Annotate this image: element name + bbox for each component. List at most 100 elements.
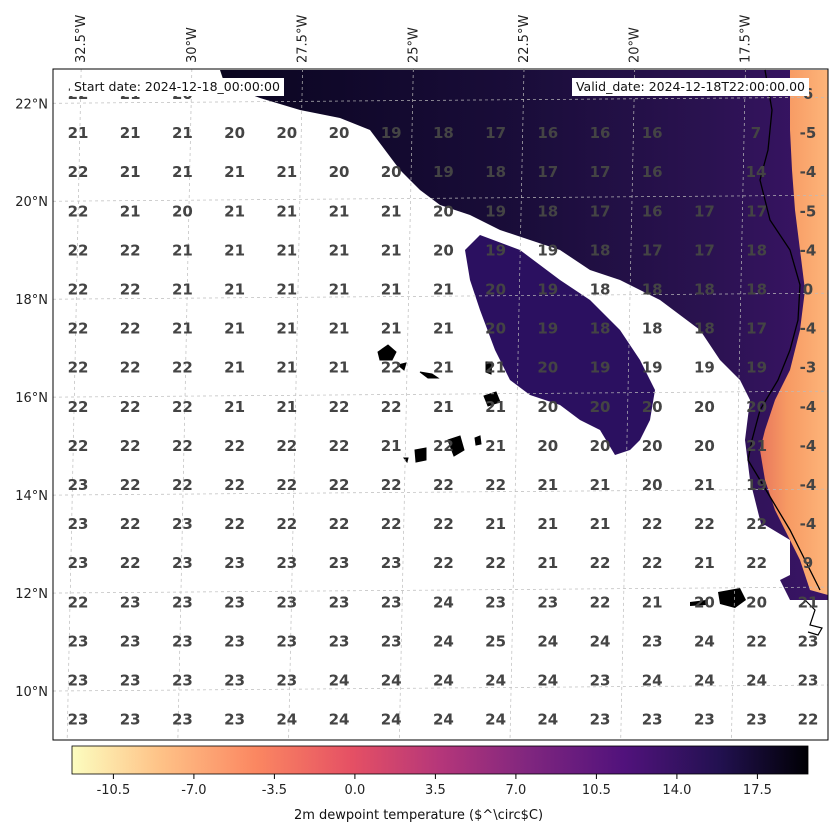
- grid-value: 22: [224, 437, 245, 455]
- grid-value: 18: [746, 281, 767, 299]
- latitude-label: 14°N: [15, 489, 48, 504]
- grid-value: 21: [329, 281, 350, 299]
- grid-value: 21: [485, 359, 506, 377]
- value-grid: 22212062121212020201918171616167-5222121…: [68, 85, 819, 729]
- grid-value: 20: [746, 398, 767, 416]
- graticule-meridian: [509, 69, 525, 740]
- grid-value: 23: [798, 672, 819, 690]
- grid-value: 19: [537, 281, 558, 299]
- grid-value: 18: [642, 320, 663, 338]
- grid-value: 20: [276, 124, 297, 142]
- grid-value: 20: [642, 437, 663, 455]
- longitude-label: 22.5°W: [517, 15, 532, 63]
- grid-value: 22: [172, 398, 193, 416]
- dewpoint-field-mid: [465, 235, 655, 455]
- grid-value: 19: [537, 241, 558, 259]
- grid-value: 22: [642, 515, 663, 533]
- grid-value: 22: [642, 554, 663, 572]
- grid-value: 24: [694, 632, 715, 650]
- island-sao-vicente: [396, 362, 407, 371]
- grid-value: 23: [120, 593, 141, 611]
- grid-value: 20: [642, 398, 663, 416]
- grid-value: 23: [642, 711, 663, 729]
- grid-value: 21: [798, 593, 819, 611]
- grid-value: 22: [172, 437, 193, 455]
- grid-value: 20: [642, 476, 663, 494]
- grid-value: 21: [590, 515, 611, 533]
- grid-value: 22: [120, 241, 141, 259]
- longitude-label: 32.5°W: [74, 15, 89, 63]
- grid-value: 24: [590, 632, 611, 650]
- grid-value: -4: [800, 476, 817, 494]
- grid-value: 18: [694, 281, 715, 299]
- grid-value: 21: [485, 515, 506, 533]
- grid-value: 21: [120, 124, 141, 142]
- colorbar-label: 2m dewpoint temperature ($^\circ$C): [293, 808, 544, 823]
- grid-value: 21: [746, 437, 767, 455]
- grid-value: 21: [68, 124, 89, 142]
- grid-value: 24: [381, 711, 402, 729]
- grid-value: 23: [68, 554, 89, 572]
- island-sal: [485, 361, 493, 375]
- grid-value: 22: [120, 515, 141, 533]
- grid-value: 23: [329, 632, 350, 650]
- grid-value: 21: [694, 554, 715, 572]
- grid-value: 22: [276, 437, 297, 455]
- grid-value: 24: [537, 672, 558, 690]
- grid-value: 22: [381, 515, 402, 533]
- grid-value: 23: [68, 711, 89, 729]
- longitude-label: 30°W: [185, 27, 200, 63]
- grid-value: 21: [329, 241, 350, 259]
- grid-value: 7: [751, 124, 761, 142]
- grid-value: 24: [276, 711, 297, 729]
- grid-value: 18: [590, 320, 611, 338]
- grid-value: 21: [433, 281, 454, 299]
- grid-value: 16: [642, 202, 663, 220]
- grid-value: 21: [485, 398, 506, 416]
- grid-value: 22: [68, 163, 89, 181]
- grid-value: 21: [172, 124, 193, 142]
- grid-value: 24: [433, 593, 454, 611]
- grid-value: 23: [276, 554, 297, 572]
- grid-value: 22: [381, 398, 402, 416]
- grid-value: 21: [276, 202, 297, 220]
- graticule-meridian: [731, 69, 746, 740]
- map-frame: [52, 68, 829, 741]
- grid-value: 24: [537, 711, 558, 729]
- island-santo-antao: [377, 344, 397, 361]
- grid-value: 22: [485, 554, 506, 572]
- grid-value: 20: [329, 163, 350, 181]
- grid-value: 23: [642, 632, 663, 650]
- grid-value: 21: [120, 202, 141, 220]
- grid-value: 23: [224, 672, 245, 690]
- grid-value: 22: [798, 711, 819, 729]
- grid-value: 21: [224, 163, 245, 181]
- grid-value: 21: [276, 320, 297, 338]
- grid-value: 24: [433, 632, 454, 650]
- grid-value: 22: [276, 515, 297, 533]
- grid-value: 20: [537, 359, 558, 377]
- colorbar-tick-label: 17.5: [743, 783, 772, 798]
- graticule-meridian: [66, 69, 82, 740]
- grid-value: 22: [224, 476, 245, 494]
- grid-value: 19: [694, 359, 715, 377]
- grid-value: 21: [172, 241, 193, 259]
- latitude-label: 22°N: [15, 97, 48, 112]
- colorbar-tick-label: 10.5: [582, 783, 611, 798]
- longitude-labels: 32.5°W 30°W 27.5°W 25°W 22.5°W 20°W 17.5°W: [74, 15, 753, 63]
- grid-value: 22: [329, 515, 350, 533]
- grid-value: 22: [746, 515, 767, 533]
- grid-value: 22: [68, 281, 89, 299]
- colorbar-tick-label: -10.5: [97, 783, 131, 798]
- grid-value: 22: [68, 320, 89, 338]
- dewpoint-field-warm: [760, 70, 828, 595]
- grid-value: 23: [68, 515, 89, 533]
- grid-value: -4: [800, 398, 817, 416]
- grid-value: 23: [381, 632, 402, 650]
- graticule-meridian: [288, 69, 303, 740]
- grid-value: 22: [120, 281, 141, 299]
- grid-value: 19: [485, 241, 506, 259]
- grid-value: 23: [120, 711, 141, 729]
- grid-value: 20: [537, 398, 558, 416]
- grid-value: 23: [694, 711, 715, 729]
